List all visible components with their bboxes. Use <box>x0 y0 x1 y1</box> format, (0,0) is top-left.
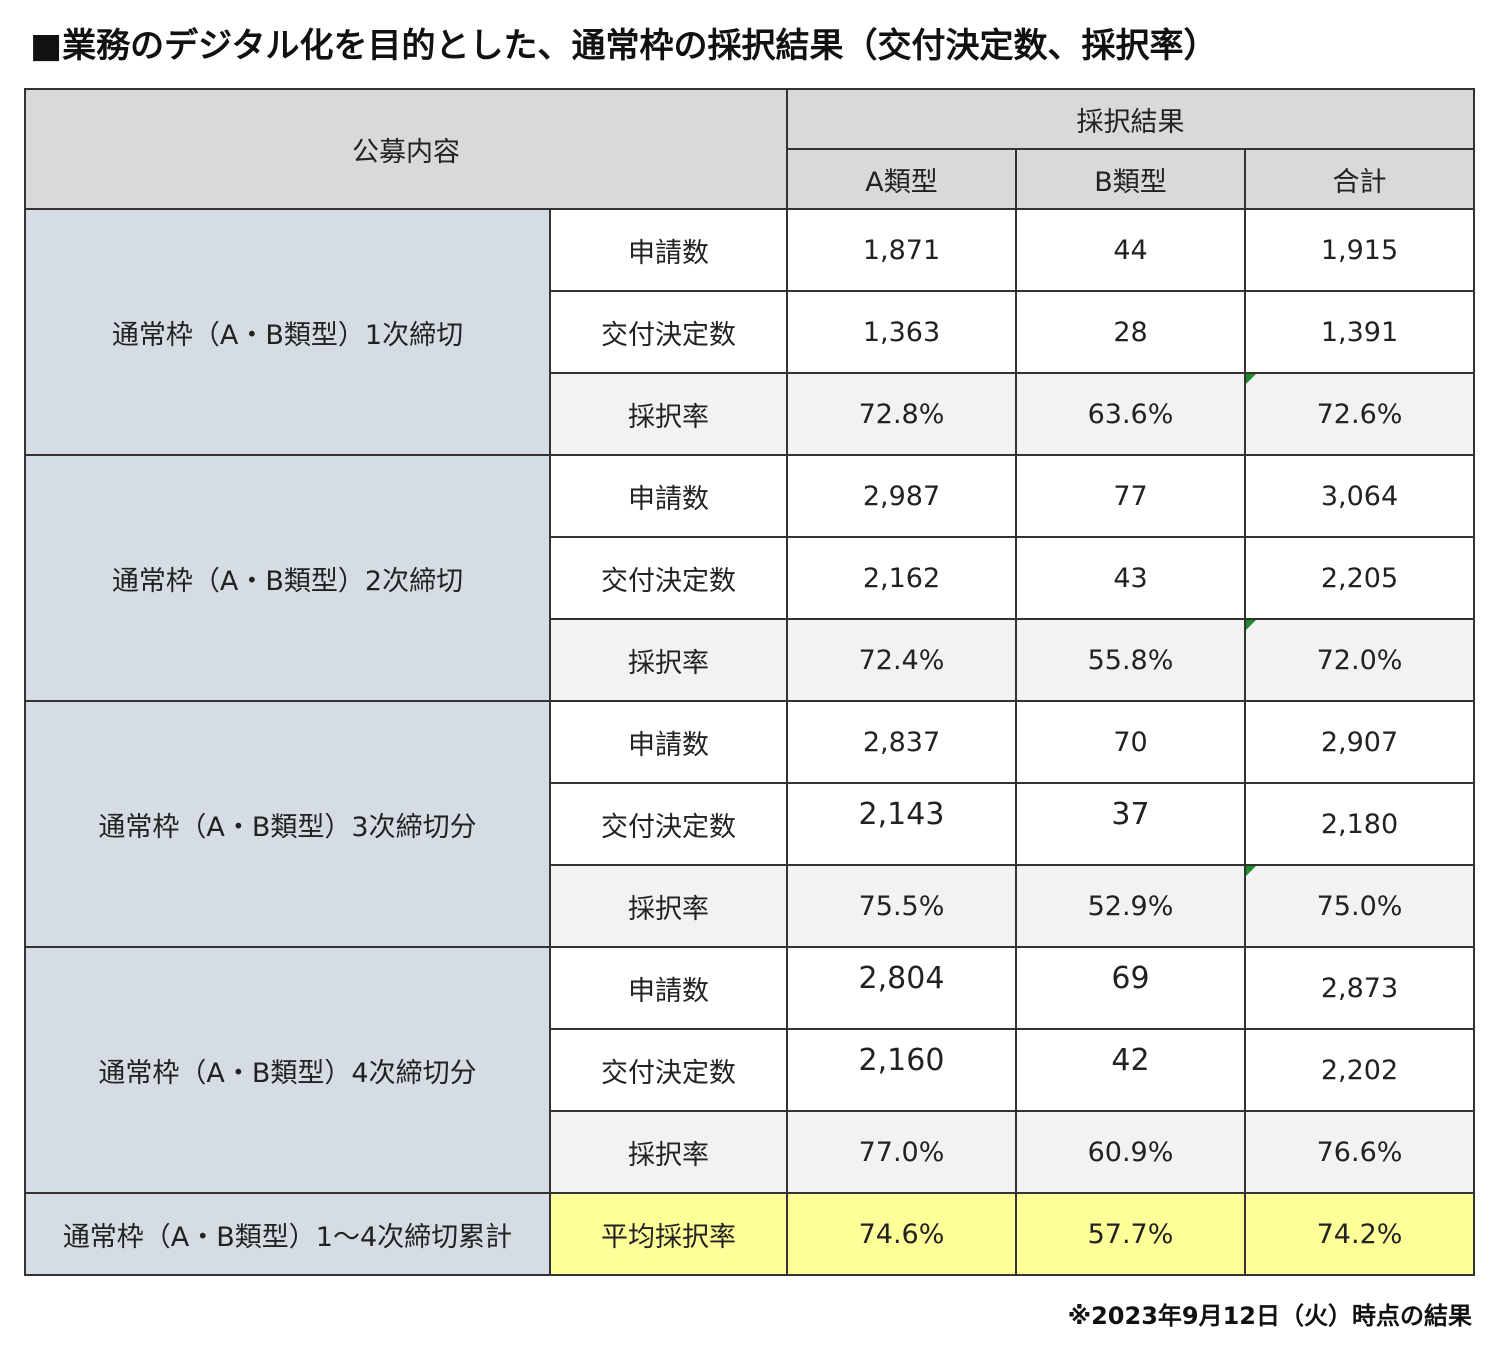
table-row: 採択率 77.0% 60.9% 76.6% <box>25 1110 1476 1194</box>
row-label: 採択率 <box>549 1110 788 1194</box>
cell-b: 37 <box>1015 782 1246 866</box>
row-label: 交付決定数 <box>549 782 788 866</box>
table-row: 通常枠（A・B類型）2次締切 申請数 2,987 77 3,064 <box>24 454 1476 702</box>
cell-a: 1,871 <box>786 208 1017 292</box>
row-label: 申請数 <box>549 454 788 538</box>
cell-b: 77 <box>1015 454 1246 538</box>
page-title: ■業務のデジタル化を目的とした、通常枠の採択結果（交付決定数、採択率） <box>30 26 1218 66</box>
cell-total: 1,391 <box>1243 290 1476 374</box>
cell-total-value: 75.0% <box>1316 890 1403 922</box>
cell-marker-icon <box>1246 866 1256 876</box>
cell-a: 2,837 <box>786 700 1017 784</box>
footnote: ※2023年9月12日（火）時点の結果 <box>1067 1302 1472 1330</box>
cell-a: 2,987 <box>786 454 1017 538</box>
cell-total: 2,205 <box>1243 536 1476 620</box>
cell-a: 1,363 <box>786 290 1017 374</box>
cell-b-value: 42 <box>1111 1042 1150 1078</box>
cell-b: 44 <box>1015 208 1246 292</box>
cell-total: 2,202 <box>1243 1028 1476 1112</box>
header-result: 採択結果 <box>785 88 1476 150</box>
table-row: 交付決定数 2,162 43 2,205 <box>25 536 1476 620</box>
cell-total: 72.6% <box>1243 372 1476 456</box>
cell-a: 2,143 <box>786 782 1017 866</box>
cell-total: 3,064 <box>1243 454 1476 538</box>
cell-b: 28 <box>1015 290 1246 374</box>
header-content: 公募内容 <box>24 88 788 210</box>
cell-a: 72.8% <box>786 372 1017 456</box>
header-col-total: 合計 <box>1243 148 1476 210</box>
cell-total: 2,873 <box>1243 946 1476 1030</box>
cell-marker-icon <box>1246 620 1256 630</box>
summary-label: 通常枠（A・B類型）1〜4次締切累計 <box>24 1192 551 1276</box>
table-row: 交付決定数 2,143 37 2,180 <box>25 782 1476 866</box>
table-row: 通常枠（A・B類型）1次締切 申請数 1,871 44 1,915 <box>24 208 1476 456</box>
table-row: 交付決定数 1,363 28 1,391 <box>25 290 1476 374</box>
cell-a: 75.5% <box>786 864 1017 948</box>
row-label: 交付決定数 <box>549 1028 788 1112</box>
cell-b: 70 <box>1015 700 1246 784</box>
table-row: 採択率 72.8% 63.6% 72.6% <box>25 372 1476 456</box>
row-label: 採択率 <box>549 372 788 456</box>
cell-total-value: 72.0% <box>1316 644 1403 676</box>
cell-a-value: 2,160 <box>858 1042 945 1078</box>
adoption-results-table: 公募内容 採択結果 A類型 B類型 合計 通常枠（A・B類型）1次締切 申請数 … <box>24 88 1476 1276</box>
row-label: 交付決定数 <box>549 536 788 620</box>
table-row: 採択率 75.5% 52.9% 75.0% <box>25 864 1476 948</box>
cell-a: 2,804 <box>786 946 1017 1030</box>
cell-total: 76.6% <box>1243 1110 1476 1194</box>
cell-a: 2,162 <box>786 536 1017 620</box>
cell-total: 2,907 <box>1243 700 1476 784</box>
summary-row-label: 平均採択率 <box>549 1192 788 1276</box>
cell-total-value: 72.6% <box>1316 398 1403 430</box>
cell-total: 72.0% <box>1243 618 1476 702</box>
cell-marker-icon <box>1246 374 1256 384</box>
cell-a: 2,160 <box>786 1028 1017 1112</box>
row-label: 採択率 <box>549 618 788 702</box>
cell-b-value: 69 <box>1111 960 1150 996</box>
cell-b: 69 <box>1015 946 1246 1030</box>
header-col-a: A類型 <box>786 148 1017 210</box>
row-label: 申請数 <box>549 946 788 1030</box>
cell-a-value: 2,143 <box>858 796 945 832</box>
cell-b: 55.8% <box>1015 618 1246 702</box>
cell-a-value: 2,804 <box>858 960 945 996</box>
row-label: 交付決定数 <box>549 290 788 374</box>
table-row: 採択率 72.4% 55.8% 72.0% <box>25 618 1476 702</box>
row-label: 申請数 <box>549 208 788 292</box>
row-label: 採択率 <box>549 864 788 948</box>
group-label: 通常枠（A・B類型）2次締切 <box>24 454 551 702</box>
cell-b: 43 <box>1015 536 1246 620</box>
cell-b: 42 <box>1015 1028 1246 1112</box>
summary-cell-a: 74.6% <box>786 1192 1017 1276</box>
cell-total: 1,915 <box>1243 208 1476 292</box>
group-label: 通常枠（A・B類型）3次締切分 <box>24 700 551 948</box>
table-row: 交付決定数 2,160 42 2,202 <box>25 1028 1476 1112</box>
cell-a: 77.0% <box>786 1110 1017 1194</box>
table-row: 通常枠（A・B類型）3次締切分 申請数 2,837 70 2,907 <box>24 700 1476 948</box>
cell-b-value: 37 <box>1111 796 1150 832</box>
group-label: 通常枠（A・B類型）4次締切分 <box>24 946 551 1194</box>
cell-b: 60.9% <box>1015 1110 1246 1194</box>
summary-row: 通常枠（A・B類型）1〜4次締切累計 平均採択率 74.6% 57.7% 74.… <box>24 1192 1476 1276</box>
table-row: 通常枠（A・B類型）4次締切分 申請数 2,804 69 2,873 <box>24 946 1476 1194</box>
cell-b: 52.9% <box>1015 864 1246 948</box>
cell-total: 2,180 <box>1243 782 1476 866</box>
header-col-b: B類型 <box>1015 148 1246 210</box>
cell-b: 63.6% <box>1015 372 1246 456</box>
row-label: 申請数 <box>549 700 788 784</box>
summary-cell-b: 57.7% <box>1015 1192 1246 1276</box>
summary-cell-total: 74.2% <box>1243 1192 1476 1276</box>
group-label: 通常枠（A・B類型）1次締切 <box>24 208 551 456</box>
cell-a: 72.4% <box>786 618 1017 702</box>
cell-total: 75.0% <box>1243 864 1476 948</box>
